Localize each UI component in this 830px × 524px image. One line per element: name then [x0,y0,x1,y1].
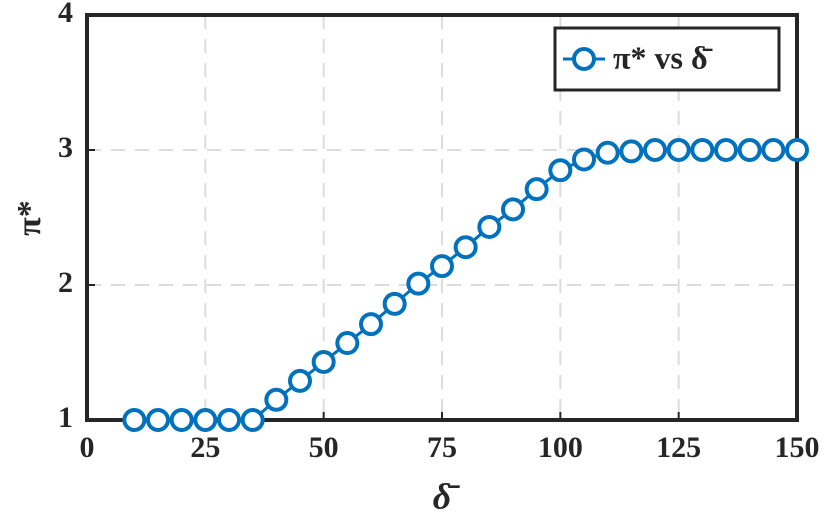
marker [595,140,620,165]
marker [193,408,218,432]
marker [761,138,786,162]
marker [737,138,762,162]
legend-label: π* vs δ̄ [613,39,713,75]
marker [666,138,691,162]
x-tick-label: 125 [656,431,701,464]
marker [548,158,573,183]
legend: π* vs δ̄ [553,26,781,92]
x-tick-label: 0 [80,431,95,464]
marker [453,235,478,260]
marker [619,139,644,164]
marker [714,138,738,162]
marker [311,349,336,374]
marker [430,254,454,279]
legend-marker [572,47,596,71]
marker [146,408,170,432]
marker [169,408,194,432]
x-axis-label: δ̄ [433,476,460,516]
marker [524,177,549,202]
marker [264,387,289,412]
marker [122,408,147,432]
marker [477,214,502,239]
marker [406,271,431,296]
y-tick-label: 3 [58,131,73,164]
marker [643,138,667,162]
x-tick-label: 75 [427,431,457,464]
marker [240,408,265,432]
marker [501,197,525,222]
marker [217,408,241,432]
marker [359,312,383,337]
marker [288,368,312,393]
marker [572,147,596,172]
x-tick-label: 100 [538,431,583,464]
x-tick-label: 25 [190,431,220,464]
axes-box [85,13,799,422]
marker [785,138,809,162]
y-axis-label: π* [11,200,48,236]
marker [382,291,407,316]
y-tick-label: 1 [58,401,73,434]
marker [690,138,715,162]
marker [335,331,360,356]
x-tick-label: 150 [775,431,820,464]
y-tick-label: 4 [58,0,73,29]
y-tick-label: 2 [58,266,73,299]
x-tick-label: 50 [309,431,339,464]
